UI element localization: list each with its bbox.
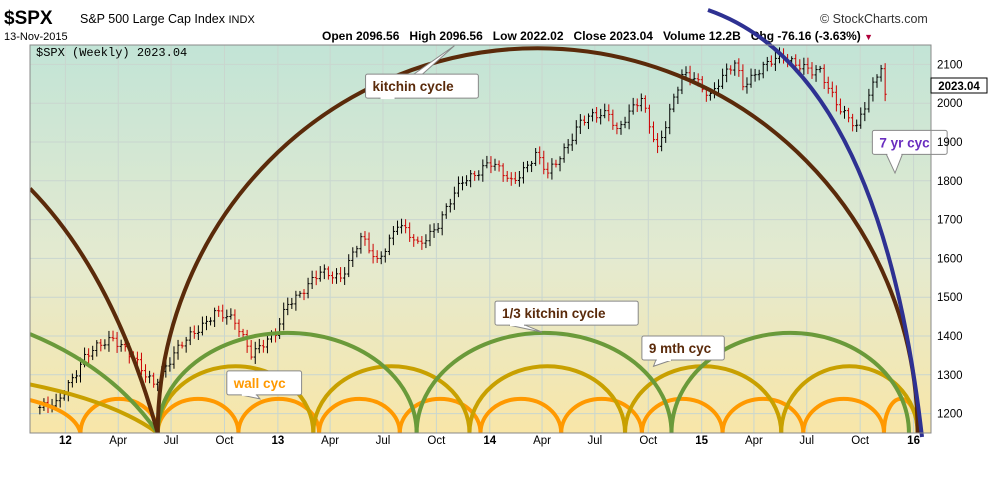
callout-text: 7 yr cyc xyxy=(879,135,930,150)
chart-date: 13-Nov-2015 xyxy=(4,31,68,43)
stockcharts-brand[interactable]: © StockCharts.com xyxy=(820,12,928,26)
y-tick-label: 2000 xyxy=(937,98,963,110)
x-tick-label: Oct xyxy=(851,435,870,447)
chart-legend: $SPX (Weekly) 2023.04 xyxy=(36,46,187,60)
1-3-kitchin-cycle-arc xyxy=(414,330,674,433)
x-tick-label: Apr xyxy=(109,435,127,447)
callout-text: 1/3 kitchin cycle xyxy=(502,306,606,321)
volume-value: Volume 12.2B xyxy=(662,29,741,43)
high-value: High 2096.56 xyxy=(409,29,483,43)
y-tick-label: 1400 xyxy=(937,331,963,343)
low-value: Low 2022.02 xyxy=(492,29,564,43)
y-tick-label: 2100 xyxy=(937,59,963,71)
x-tick-label: 12 xyxy=(59,435,72,447)
9-mth-cyc-arc-partial xyxy=(30,382,159,433)
callout-9-mth-cyc: 9 mth cyc xyxy=(641,335,725,368)
callout-kitchin-cycle: kitchin cycle xyxy=(365,45,479,100)
wall-cyc-arc xyxy=(397,396,483,433)
exchange-label: INDX xyxy=(228,14,255,26)
x-tick-label: Oct xyxy=(427,435,446,447)
kitchin-cycle-arc xyxy=(155,46,920,433)
wall-cyc-arc xyxy=(155,396,241,433)
plot-frame xyxy=(29,44,932,434)
down-triangle-icon: ▼ xyxy=(864,32,874,42)
plot-background xyxy=(30,45,931,433)
wall-cyc-arc xyxy=(639,396,725,433)
x-axis: 12 Apr Jul Oct 13 Apr Jul Oct 14 Apr Jul Oct 15 Apr Ju… xyxy=(59,435,920,447)
x-tick-label: 15 xyxy=(695,435,708,447)
y-tick-label: 1800 xyxy=(937,176,963,188)
y-tick-label: 1900 xyxy=(937,137,963,149)
security-name: S&P 500 Large Cap Index xyxy=(80,12,226,26)
wall-cyc-arc xyxy=(317,396,402,433)
cycle-arcs xyxy=(30,46,920,433)
close-value: Close 2023.04 xyxy=(573,29,653,43)
callout-text: wall cyc xyxy=(233,376,286,391)
callout-box xyxy=(871,129,948,155)
x-tick-label: Jul xyxy=(588,435,603,447)
x-tick-label: Apr xyxy=(321,435,339,447)
last-price-label: 2023.04 xyxy=(930,77,988,94)
y-tick-label: 1600 xyxy=(937,253,963,265)
x-tick-label: Apr xyxy=(745,435,763,447)
y-axis: 1200 1300 1400 1500 1600 1700 1800 1900 2000 2100 xyxy=(937,59,963,420)
x-tick-label: Jul xyxy=(164,435,179,447)
callout-text: kitchin cycle xyxy=(373,79,455,94)
callout-wall-cyc: wall cyc xyxy=(226,370,303,400)
callout-box xyxy=(494,300,639,326)
callout-box xyxy=(226,370,303,396)
y-tick-label: 1500 xyxy=(937,292,963,304)
9-mth-cyc-arc xyxy=(311,364,472,433)
chart-security-name: S&P 500 Large Cap Index INDX xyxy=(80,12,255,26)
change-value: Chg -76.16 (-3.63%) xyxy=(750,29,861,43)
y-tick-label: 1300 xyxy=(937,370,963,382)
x-tick-label: 16 xyxy=(907,435,920,447)
candlesticks xyxy=(38,47,887,415)
seven-year-cycle-arc xyxy=(707,8,924,438)
wall-cyc-arc xyxy=(720,396,806,433)
y-tick-label: 1200 xyxy=(937,409,963,421)
9-mth-cyc-arc xyxy=(467,364,628,433)
callout-box xyxy=(365,73,479,99)
callout-7-yr-cyc: 7 yr cyc xyxy=(871,129,948,175)
wall-cyc-arc xyxy=(478,396,564,433)
seven-year-arc xyxy=(707,8,924,438)
x-tick-label: Oct xyxy=(639,435,658,447)
x-tick-label: Jul xyxy=(799,435,814,447)
callout-box xyxy=(641,335,725,361)
annotations: kitchin cycle 1/3 kitchin cycle 9 mth cyc w… xyxy=(226,45,948,400)
chart-symbol: $SPX xyxy=(4,8,53,29)
9-mth-cyc-arc xyxy=(779,364,920,433)
last-price-text: 2023.04 xyxy=(938,81,980,93)
y-tick-label: 1700 xyxy=(937,215,963,227)
x-tick-label: Jul xyxy=(376,435,391,447)
1-3-kitchin-cycle-arc xyxy=(155,331,419,433)
callout-1-3-kitchin-cycle: 1/3 kitchin cycle xyxy=(494,300,639,333)
wall-cyc-arc xyxy=(559,396,644,433)
x-tick-label: 13 xyxy=(271,435,284,447)
wall-cyc-arc xyxy=(801,396,886,433)
1-3-kitchin-cycle-arc xyxy=(669,331,911,433)
1-3-kitchin-cycle-arc-partial xyxy=(30,332,160,433)
callout-text: 9 mth cyc xyxy=(649,341,712,356)
x-tick-label: 14 xyxy=(483,435,496,447)
9-mth-cyc-arc xyxy=(155,364,316,433)
x-tick-label: Oct xyxy=(216,435,235,447)
kitchin-cycle-arc-partial xyxy=(30,187,160,433)
open-value: Open 2096.56 xyxy=(322,29,400,43)
x-tick-label: Apr xyxy=(533,435,551,447)
quote-summary: Open 2096.56 High 2096.56 Low 2022.02 Cl… xyxy=(322,29,873,43)
